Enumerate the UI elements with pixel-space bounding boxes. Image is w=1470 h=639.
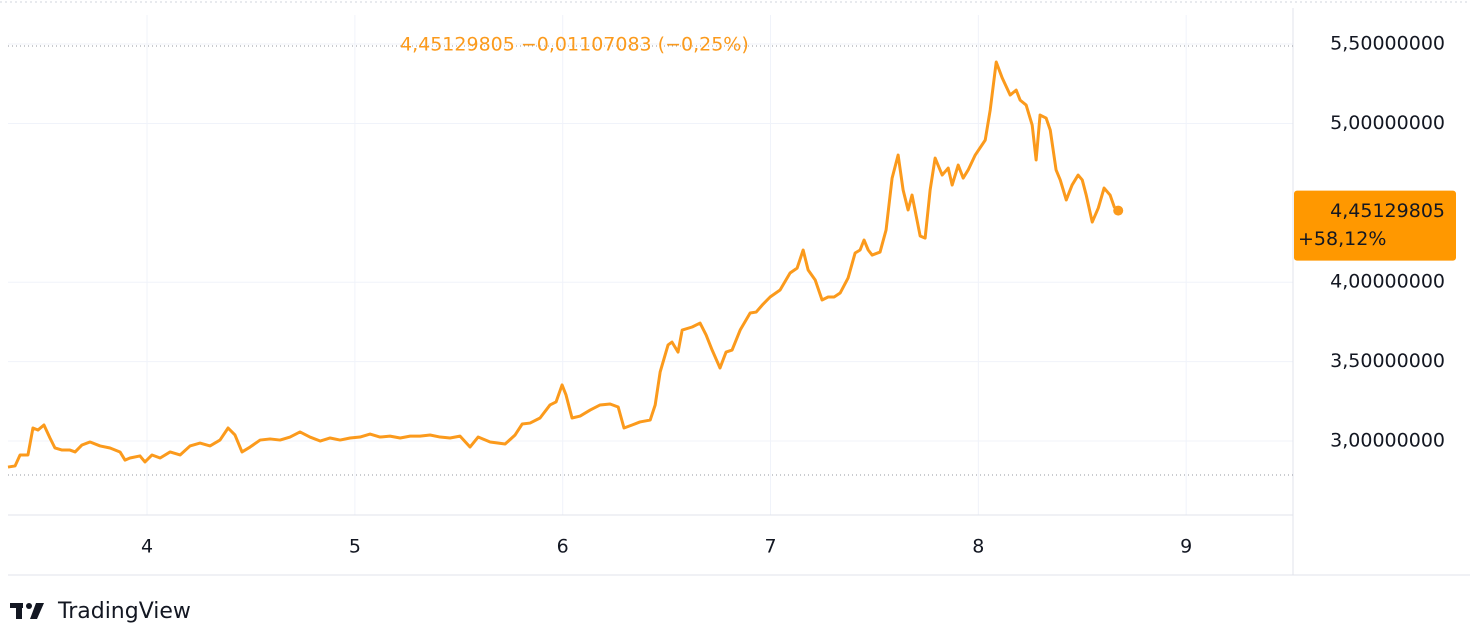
x-tick-label: 4: [141, 536, 153, 558]
y-tick-label: 3,50000000: [1330, 350, 1445, 372]
change-label: +58,12%: [1298, 228, 1386, 250]
x-tick-label: 7: [764, 536, 776, 558]
y-tick-label: 5,00000000: [1330, 112, 1445, 134]
x-tick-label: 8: [972, 536, 984, 558]
x-tick-label: 9: [1180, 536, 1192, 558]
grid-layer: [8, 15, 1293, 515]
y-tick-label: 5,50000000: [1330, 33, 1445, 55]
y-tick-label: 4,00000000: [1330, 271, 1445, 293]
price-label: 4,45129805: [1330, 200, 1445, 222]
price-badge: [1294, 190, 1456, 261]
brand-logo: [10, 603, 44, 619]
brand: TradingView: [57, 599, 191, 624]
header-quote: 4,45129805 −0,01107083 (−0,25%): [400, 34, 749, 56]
price-line: [7, 60, 1120, 469]
last-point: [1113, 205, 1124, 216]
y-tick-label: 3,00000000: [1330, 430, 1445, 452]
x-tick-label: 6: [557, 536, 569, 558]
x-tick-label: 5: [349, 536, 361, 558]
